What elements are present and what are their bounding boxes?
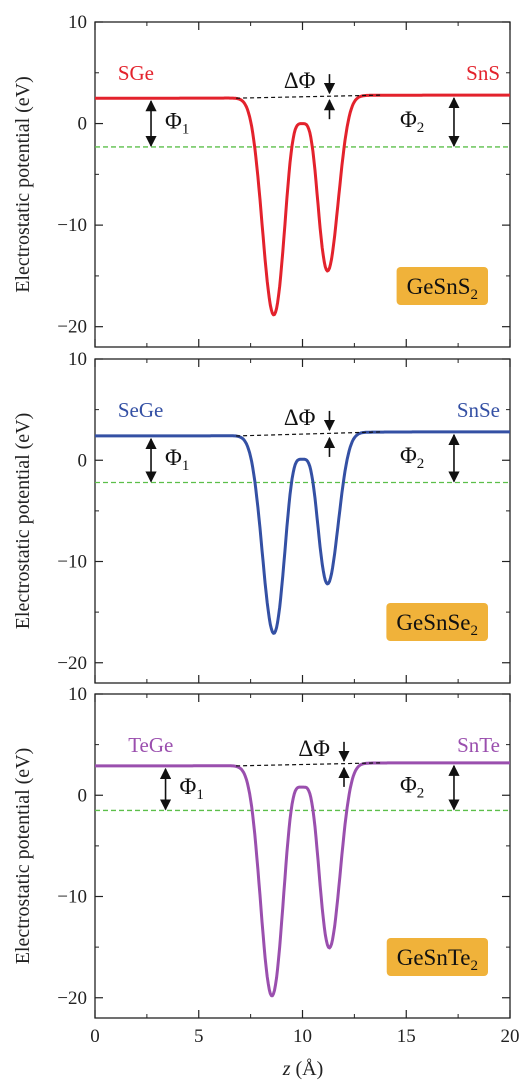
phi2-label: Φ2 [400, 773, 424, 802]
phi1-label: Φ1 [165, 445, 189, 474]
x-tick-label: 15 [397, 1026, 416, 1047]
delta-phi-label: ΔΦ [298, 736, 330, 761]
compound-badge-subscript: 2 [471, 958, 479, 974]
y-tick-label: −20 [57, 317, 87, 338]
phi2-subscript: 2 [417, 120, 425, 136]
compound-badge-subscript: 2 [471, 623, 479, 639]
phi1-label: Φ1 [180, 774, 204, 803]
delta-phi-label: ΔΦ [284, 68, 316, 93]
phi1-subscript: 1 [196, 787, 204, 803]
phi2-subscript: 2 [417, 456, 425, 472]
compound-badge [396, 267, 488, 305]
y-tick-label: 0 [78, 785, 88, 806]
left-surface-label: SeGe [118, 398, 164, 422]
y-axis-title: Electrostatic potential (eV) [12, 413, 34, 630]
x-tick-label: 0 [90, 1026, 100, 1047]
left-surface-label: TeGe [128, 733, 173, 757]
delta-phi-dashed-line [236, 94, 382, 99]
x-axis-title: z (Å) [282, 1058, 324, 1080]
x-tick-label: 5 [194, 1026, 204, 1047]
y-tick-label: 10 [68, 349, 87, 370]
left-surface-label: SGe [118, 61, 154, 85]
compound-badge-text: GeSnS2 [407, 274, 478, 303]
y-tick-label: 0 [78, 450, 88, 471]
right-surface-label: SnS [466, 61, 500, 85]
y-tick-label: −20 [57, 988, 87, 1009]
phi2-subscript: 2 [417, 786, 425, 802]
delta-phi-dashed-line [236, 431, 382, 437]
compound-badge-text: GeSnTe2 [397, 945, 478, 974]
delta-phi-label: ΔΦ [284, 405, 316, 430]
phi2-label: Φ2 [400, 443, 424, 472]
potential-curve [94, 93, 511, 317]
y-tick-label: −10 [57, 215, 87, 236]
right-surface-label: SnSe [457, 398, 500, 422]
right-surface-label: SnTe [457, 733, 500, 757]
x-tick-label: 20 [501, 1026, 520, 1047]
compound-badge-text: GeSnSe2 [396, 610, 478, 639]
potential-curve [94, 430, 511, 635]
x-tick-label: 10 [293, 1026, 312, 1047]
chart-panel-1: 10 0 −10 −20 Electrostatic potential (eV) Φ1 Φ… [12, 12, 511, 348]
phi1-label: Φ1 [165, 109, 189, 138]
compound-badge [386, 603, 488, 641]
compound-badge [386, 938, 488, 976]
y-tick-label: −10 [57, 887, 87, 908]
y-tick-label: −10 [57, 552, 87, 573]
x-axis-title-var: z [282, 1058, 291, 1080]
y-tick-label: 0 [78, 114, 88, 135]
chart-panel-2: 10 0 −10 −20 Electrostatic potential (eV) Φ1 Φ… [12, 349, 511, 684]
phi1-subscript: 1 [182, 122, 190, 138]
compound-badge-subscript: 2 [471, 287, 479, 303]
phi1-subscript: 1 [182, 458, 190, 474]
delta-phi-dashed-line [236, 762, 382, 767]
y-tick-label: 10 [68, 684, 87, 705]
phi2-label: Φ2 [400, 107, 424, 136]
y-axis-title: Electrostatic potential (eV) [12, 748, 34, 965]
potential-curve [94, 761, 511, 998]
x-axis-title-unit: (Å) [291, 1058, 324, 1080]
y-tick-label: −20 [57, 653, 87, 674]
y-tick-label: 10 [68, 12, 87, 33]
y-axis-title: Electrostatic potential (eV) [12, 76, 34, 293]
